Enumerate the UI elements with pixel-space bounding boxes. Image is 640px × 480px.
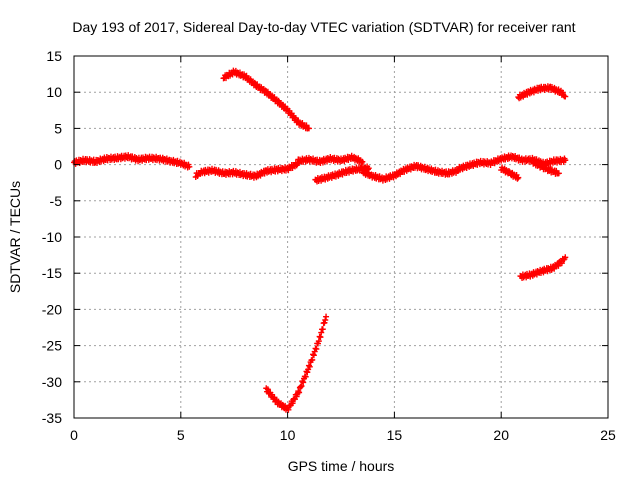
data-point-marker bbox=[514, 175, 521, 182]
x-tick-label: 25 bbox=[600, 427, 616, 443]
y-tick-label: 0 bbox=[54, 157, 62, 173]
data-point-marker bbox=[322, 317, 329, 324]
y-tick-label: -10 bbox=[42, 229, 62, 245]
data-point-marker bbox=[315, 338, 322, 345]
data-point-marker bbox=[323, 313, 330, 320]
data-point-marker bbox=[305, 362, 312, 369]
data-point-marker bbox=[285, 406, 292, 413]
x-tick-label: 10 bbox=[280, 427, 296, 443]
y-tick-label: -35 bbox=[42, 410, 62, 426]
y-tick-label: 5 bbox=[54, 120, 62, 136]
grid-lines bbox=[74, 56, 608, 418]
data-point-marker bbox=[186, 163, 193, 170]
y-tick-label: -30 bbox=[42, 374, 62, 390]
y-tick-label: -5 bbox=[50, 193, 63, 209]
y-tick-label: -25 bbox=[42, 338, 62, 354]
data-point-marker bbox=[298, 383, 305, 390]
chart-title: Day 193 of 2017, Sidereal Day-to-day VTE… bbox=[72, 19, 575, 35]
x-tick-label: 0 bbox=[70, 427, 78, 443]
data-point-marker bbox=[309, 356, 316, 363]
data-point-marker bbox=[302, 373, 309, 380]
y-axis-label: SDTVAR / TECUs bbox=[7, 181, 23, 293]
data-point-marker bbox=[562, 157, 569, 164]
x-tick-label: 20 bbox=[493, 427, 509, 443]
data-point-marker bbox=[321, 319, 328, 326]
data-point-marker bbox=[515, 174, 522, 181]
data-point-marker bbox=[289, 400, 296, 407]
data-point-marker bbox=[562, 93, 569, 100]
x-tick-label: 5 bbox=[177, 427, 185, 443]
data-point-marker bbox=[296, 389, 303, 396]
y-tick-label: -15 bbox=[42, 265, 62, 281]
data-point-marker bbox=[318, 329, 325, 336]
data-point-marker bbox=[559, 89, 566, 96]
data-point-marker bbox=[555, 170, 562, 177]
data-point-marker bbox=[293, 393, 300, 400]
data-point-marker bbox=[306, 363, 313, 370]
data-point-marker bbox=[304, 369, 311, 376]
data-points bbox=[71, 67, 569, 413]
data-point-marker bbox=[562, 254, 569, 261]
data-point-marker bbox=[310, 352, 317, 359]
y-tick-label: 15 bbox=[46, 48, 62, 64]
data-point-marker bbox=[359, 158, 366, 165]
data-point-marker bbox=[358, 159, 365, 166]
data-point-marker bbox=[305, 125, 312, 132]
y-tick-label: -20 bbox=[42, 301, 62, 317]
data-point-marker bbox=[292, 114, 299, 121]
y-tick-label: 10 bbox=[46, 84, 62, 100]
data-point-marker bbox=[313, 346, 320, 353]
axis-ticks: 0 5 10 15 20 25 -35 -30 -25 -20 -15 -10 -5 0 5 10 15 bbox=[42, 48, 616, 443]
data-point-marker bbox=[300, 379, 307, 386]
data-point-marker bbox=[317, 334, 324, 341]
x-tick-label: 15 bbox=[387, 427, 403, 443]
x-axis-label: GPS time / hours bbox=[288, 458, 395, 474]
data-point-marker bbox=[558, 260, 565, 267]
data-point-marker bbox=[319, 326, 326, 333]
data-point-marker bbox=[264, 386, 271, 393]
